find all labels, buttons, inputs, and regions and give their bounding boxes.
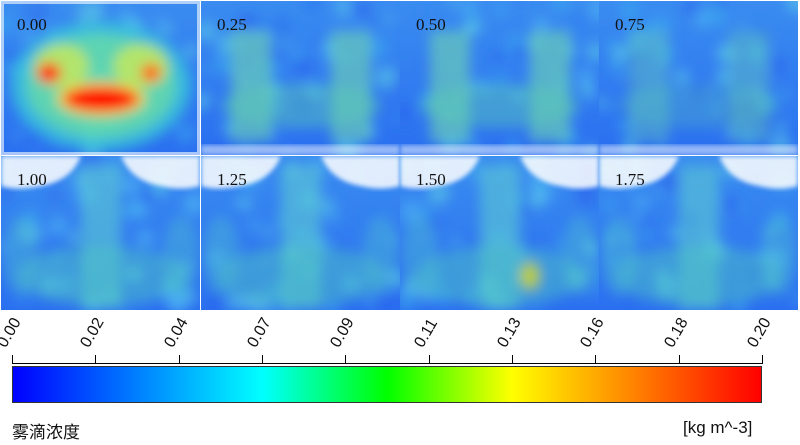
colorbar-tick-mark <box>679 355 680 364</box>
time-label: 0.25 <box>217 15 247 34</box>
colorbar-tick-mark <box>12 355 13 364</box>
contour-panel: 0.00 <box>1 1 200 155</box>
contour-panel: 0.50 <box>400 1 599 155</box>
colorbar-tick-mark <box>262 355 263 364</box>
contour-panel: 1.25 <box>201 156 400 310</box>
time-label: 0.75 <box>615 15 645 34</box>
contour-panel: 1.75 <box>599 156 798 310</box>
time-label: 0.50 <box>416 15 446 34</box>
contour-panel: 0.25 <box>201 1 400 155</box>
time-label: 1.25 <box>217 170 247 189</box>
time-label: 0.00 <box>17 15 47 34</box>
contour-panel: 0.75 <box>599 1 798 155</box>
colorbar-tick-mark <box>95 355 96 364</box>
colorbar-tick-mark <box>179 355 180 364</box>
colorbar <box>12 366 762 403</box>
colorbar-tick-mark <box>595 355 596 364</box>
time-label: 1.75 <box>615 170 645 189</box>
time-label: 1.00 <box>17 170 47 189</box>
time-label: 1.50 <box>416 170 446 189</box>
colorbar-tick-mark <box>762 355 763 364</box>
contour-panel: 1.00 <box>1 156 200 310</box>
colorbar-title: 雾滴浓度 <box>12 423 80 443</box>
contour-panel: 1.50 <box>400 156 599 310</box>
colorbar-axis-line <box>12 363 762 364</box>
colorbar-tick-mark <box>345 355 346 364</box>
contour-panel-grid: 0.00 0.25 0.50 <box>1 1 798 310</box>
colorbar-tick-mark <box>512 355 513 364</box>
colorbar-tick-mark <box>429 355 430 364</box>
colorbar-unit: [kg m^-3] <box>683 418 753 437</box>
